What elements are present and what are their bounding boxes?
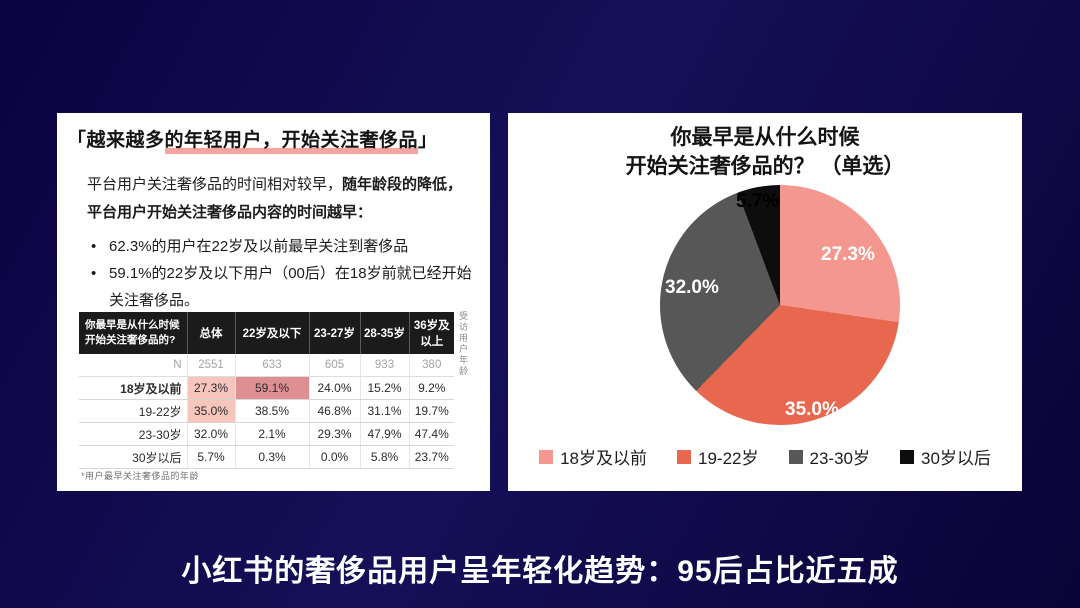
table-cell: 2.1% <box>234 422 309 446</box>
slide-caption: 小红书的奢侈品用户呈年轻化趋势：95后占比近五成 <box>181 555 899 588</box>
age-stats-table: 你最早是从什么时候 开始关注奢侈品的? 总体 22岁及以下 23-27岁 28-3… <box>79 312 454 469</box>
table-cell: 47.9% <box>359 422 409 446</box>
bullet-list: 62.3%的用户在22岁及以前最早关注到奢侈品 59.1%的22岁及以下用户（0… <box>87 233 477 314</box>
table-cell: 46.8% <box>308 399 360 423</box>
legend-label: 23-30岁 <box>809 449 870 468</box>
pie-title-line1: 你最早是从什么时候 <box>670 126 860 149</box>
table-cell: 23.7% <box>408 445 454 469</box>
table-row: 18岁及以前 27.3% 59.1% 24.0% 15.2% 9.2% <box>79 376 454 400</box>
table-header-cell: 23-27岁 <box>308 312 360 354</box>
legend-item: 30岁以后 <box>899 444 991 469</box>
table-cell: 15.2% <box>359 376 409 400</box>
table-cell-highlight-dark: 59.1% <box>234 376 309 400</box>
left-report-card: 「越来越多的年轻用户，开始关注奢侈品」 平台用户关注奢侈品的时间相对较早，随年龄… <box>57 113 490 491</box>
pie-label-18-and-under: 27.3% <box>821 244 875 265</box>
paragraph-normal: 平台用户关注奢侈品的时间相对较早， <box>87 176 343 193</box>
table-header-row: 你最早是从什么时候 开始关注奢侈品的? 总体 22岁及以下 23-27岁 28-3… <box>79 312 454 354</box>
table-cell: 605 <box>308 354 360 377</box>
legend-label: 18岁及以前 <box>560 449 648 468</box>
table-row: 23-30岁 32.0% 2.1% 29.3% 47.9% 47.4% <box>79 422 454 446</box>
table-header-cell: 22岁及以下 <box>234 312 309 354</box>
table-row-label: 18岁及以前 <box>79 376 187 400</box>
table-cell: 5.7% <box>186 445 235 469</box>
table-cell: 0.0% <box>308 445 360 469</box>
table-row-label: 30岁以后 <box>79 445 187 469</box>
table-row-n: N 2551 633 605 933 380 <box>79 354 454 377</box>
table-row-label: 23-30岁 <box>79 422 187 446</box>
table-row: 30岁以后 5.7% 0.3% 0.0% 5.8% 23.7% <box>79 445 454 469</box>
table-row-label: 19-22岁 <box>79 399 187 423</box>
legend-label: 30岁以后 <box>920 449 991 468</box>
pie-label-23-30: 32.0% <box>665 277 719 298</box>
question-line1: 你最早是从什么时候 <box>85 319 180 332</box>
table-cell: 29.3% <box>308 422 360 446</box>
table-cell: 5.8% <box>359 445 409 469</box>
table-cell: 47.4% <box>408 422 454 446</box>
intro-paragraph: 平台用户关注奢侈品的时间相对较早，随年龄段的降低，平台用户开始关注奢侈品内容的时… <box>87 171 475 227</box>
title-prefix: 「越来越多 <box>67 130 165 151</box>
table-cell: 9.2% <box>408 376 454 400</box>
legend-item: 23-30岁 <box>788 444 870 469</box>
table-cell: 380 <box>408 354 454 377</box>
table-cell: 933 <box>359 354 409 377</box>
right-chart-card: 你最早是从什么时候 开始关注奢侈品的？ （单选） 27.3% 35.0% 32.… <box>508 113 1022 491</box>
bullet-item: 59.1%的22岁及以下用户（00后）在18岁前就已经开始关注奢侈品。 <box>87 260 477 314</box>
table-cell: 32.0% <box>186 422 235 446</box>
question-line2: 开始关注奢侈品的? <box>85 334 176 346</box>
legend-item: 18岁及以前 <box>539 444 647 469</box>
table-cell-highlight-light: 35.0% <box>186 399 235 423</box>
legend-swatch-gray <box>788 449 803 464</box>
pie-label-19-22: 35.0% <box>785 399 839 420</box>
title-highlighted-text: 的年轻用户，开始关注奢侈品 <box>164 130 419 154</box>
table-row: 19-22岁 35.0% 38.5% 46.8% 31.1% 19.7% <box>79 399 454 423</box>
table-cell: 31.1% <box>359 399 409 423</box>
table-cell: 633 <box>234 354 309 377</box>
table-cell: 38.5% <box>234 399 309 423</box>
legend-swatch-black <box>899 449 914 464</box>
legend-swatch-pink <box>539 449 554 464</box>
pie-chart-title: 你最早是从什么时候 开始关注奢侈品的？ （单选） <box>508 123 1022 182</box>
table-footnote: *用户最早关注奢侈品的年龄 <box>81 471 200 481</box>
legend-item: 19-22岁 <box>677 444 759 469</box>
table-cell: N <box>79 354 187 377</box>
table-cell: 2551 <box>186 354 235 377</box>
left-card-title: 「越来越多的年轻用户，开始关注奢侈品」 <box>67 125 482 154</box>
table-side-note: 受访用户年龄 <box>458 311 468 377</box>
pie-label-30-plus: 5.7% <box>736 191 780 212</box>
pie-chart <box>660 185 900 425</box>
table-cell-highlight-light: 27.3% <box>186 376 235 400</box>
table-header-cell: 28-35岁 <box>359 312 409 354</box>
bullet-item: 62.3%的用户在22岁及以前最早关注到奢侈品 <box>87 233 477 260</box>
table-cell: 19.7% <box>408 399 454 423</box>
title-suffix: 」 <box>418 130 438 151</box>
paragraph-bold: 随年龄段的降低，平台用户开始关注奢侈品内容的时间越早： <box>87 176 463 221</box>
pie-legend: 18岁及以前 19-22岁 23-30岁 30岁以后 <box>508 444 1022 469</box>
table-question-cell: 你最早是从什么时候 开始关注奢侈品的? <box>79 312 187 354</box>
legend-label: 19-22岁 <box>698 449 759 468</box>
pie-title-line2: 开始关注奢侈品的？ （单选） <box>625 155 905 179</box>
table-header-cell: 总体 <box>186 312 235 354</box>
table-cell: 0.3% <box>234 445 309 469</box>
legend-swatch-red <box>677 449 692 464</box>
table-header-cell: 36岁及以上 <box>408 312 454 354</box>
table-cell: 24.0% <box>308 376 360 400</box>
